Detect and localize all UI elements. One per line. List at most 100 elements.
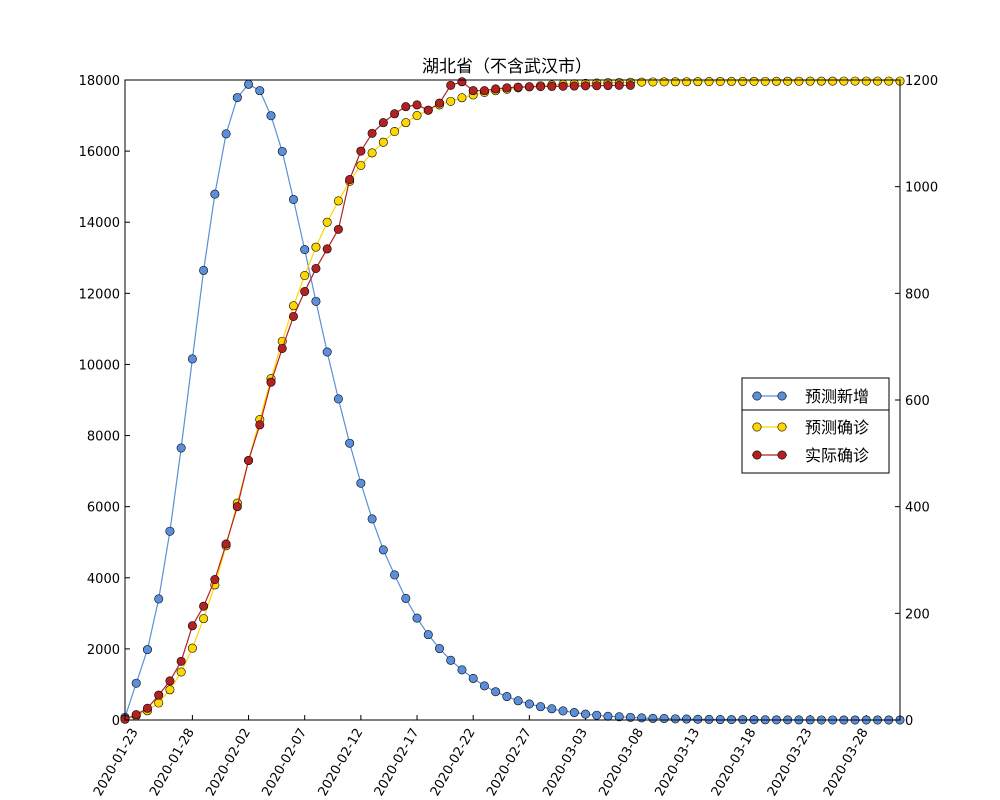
data-point: [805, 76, 815, 86]
right-tick-label: 1200: [905, 74, 938, 89]
data-point: [547, 81, 557, 91]
data-point: [154, 698, 164, 708]
left-tick-label: 8000: [87, 430, 120, 445]
data-point: [659, 714, 669, 724]
data-point: [592, 710, 602, 720]
data-point: [434, 98, 444, 108]
data-point: [457, 93, 467, 103]
data-point: [536, 702, 546, 712]
left-tick-label: 14000: [79, 216, 120, 231]
data-point: [356, 146, 366, 156]
data-point: [232, 502, 242, 512]
series-3: [120, 77, 635, 724]
data-point: [581, 709, 591, 719]
data-point: [345, 438, 355, 448]
data-point: [165, 685, 175, 695]
data-point: [300, 271, 310, 281]
series-line: [124, 81, 631, 720]
data-point: [715, 76, 725, 86]
data-point: [682, 714, 692, 724]
data-point: [569, 81, 579, 91]
left-tick-label: 0: [112, 714, 120, 729]
data-point: [704, 77, 714, 87]
data-point: [794, 76, 804, 86]
data-point: [390, 109, 400, 119]
data-point: [401, 118, 411, 128]
data-point: [187, 621, 197, 631]
right-tick-label: 600: [905, 394, 930, 409]
data-point: [176, 667, 186, 677]
data-point: [131, 678, 141, 688]
legend-label: 预测新增: [805, 387, 869, 406]
data-point: [154, 690, 164, 700]
data-point: [693, 77, 703, 87]
data-point: [446, 80, 456, 90]
data-point: [479, 681, 489, 691]
data-point: [491, 84, 501, 94]
data-point: [232, 93, 242, 103]
data-point: [199, 614, 209, 624]
data-point: [839, 76, 849, 86]
data-point: [828, 76, 838, 86]
data-point: [367, 148, 377, 158]
data-point: [468, 86, 478, 96]
data-point: [244, 79, 254, 89]
legend-marker: [752, 450, 762, 460]
data-point: [333, 196, 343, 206]
data-point: [131, 710, 141, 720]
data-point: [288, 194, 298, 204]
data-point: [311, 296, 321, 306]
data-point: [345, 175, 355, 185]
left-axis: 0 2000 4000 6000 8000 10000 12000 14000 16000 180…: [79, 74, 130, 729]
data-point: [367, 128, 377, 138]
data-point: [614, 80, 624, 90]
data-point: [749, 76, 759, 86]
left-tick-label: 2000: [87, 643, 120, 658]
data-point: [142, 703, 152, 713]
data-point: [277, 146, 287, 156]
data-point: [210, 575, 220, 585]
data-point: [468, 673, 478, 683]
legend-marker: [777, 391, 787, 401]
data-point: [569, 708, 579, 718]
data-point: [311, 263, 321, 273]
data-point: [300, 287, 310, 297]
data-point: [513, 82, 523, 92]
data-point: [333, 394, 343, 404]
right-tick-label: 200: [905, 607, 930, 622]
data-point: [187, 643, 197, 653]
data-point: [771, 76, 781, 86]
data-point: [199, 265, 209, 275]
data-point: [390, 570, 400, 580]
right-tick-label: 1000: [905, 181, 938, 196]
data-point: [311, 242, 321, 252]
data-point: [423, 630, 433, 640]
data-point: [412, 111, 422, 121]
data-point: [412, 100, 422, 110]
data-point: [165, 526, 175, 536]
left-tick-label: 12000: [79, 287, 120, 302]
data-point: [524, 82, 534, 92]
data-point: [412, 613, 422, 623]
data-point: [378, 118, 388, 128]
series-line: [124, 80, 900, 720]
data-point: [738, 76, 748, 86]
legend-label: 预测确诊: [805, 418, 869, 437]
legend-marker: [752, 391, 762, 401]
data-point: [524, 699, 534, 709]
data-point: [142, 645, 152, 655]
left-tick-label: 4000: [87, 572, 120, 587]
legend-box: [741, 377, 890, 474]
data-point: [187, 354, 197, 364]
data-point: [210, 189, 220, 199]
data-point: [614, 712, 624, 722]
data-point: [558, 81, 568, 91]
data-point: [266, 377, 276, 387]
data-point: [873, 76, 883, 86]
data-point: [288, 311, 298, 321]
legend-marker: [777, 450, 787, 460]
data-point: [221, 539, 231, 549]
right-axis: 0 200 400 600 800 1000 1200: [895, 74, 938, 729]
